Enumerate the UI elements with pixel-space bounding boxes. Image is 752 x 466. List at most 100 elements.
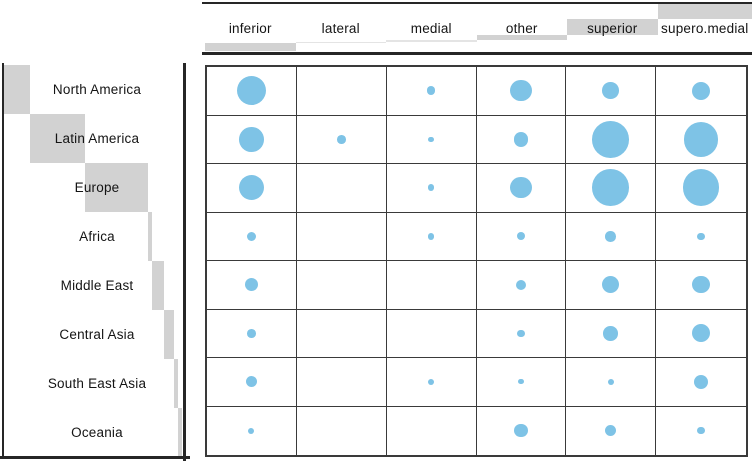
left-margin-outer-line [2, 63, 4, 459]
grid-cell-middle-east-inferior [207, 261, 297, 310]
column-header-supero-medial: supero.medial [661, 21, 749, 36]
bubble-north-america-other [510, 80, 532, 102]
grid-cell-latin-america-other [476, 115, 567, 164]
grid-cell-central-asia-inferior [207, 309, 297, 358]
row-header-north-america: North America [52, 82, 142, 97]
bubble-north-america-superior [602, 82, 620, 100]
row-header-central-asia: Central Asia [59, 327, 135, 342]
row-total-bar-africa [148, 212, 152, 261]
bubble-europe-superior [592, 169, 630, 207]
bubble-oceania-superior [605, 425, 617, 437]
row-header-oceania: Oceania [71, 425, 123, 440]
column-total-bar-other [476, 35, 567, 40]
grid-cell-africa-supero-medial [656, 213, 746, 261]
bubble-middle-east-inferior [244, 278, 259, 292]
grid-cell-latin-america-inferior [207, 115, 297, 164]
bubble-latin-america-superior [592, 120, 630, 158]
bubble-europe-inferior [238, 175, 265, 201]
bubble-south-east-asia-medial [428, 378, 435, 385]
grid-cell-europe-superior [566, 164, 657, 213]
bubble-africa-other [516, 232, 525, 241]
grid-cell-europe-medial [386, 164, 477, 213]
bubble-central-asia-other [517, 329, 525, 337]
grid-cell-north-america-superior [566, 67, 657, 116]
top-axis-line [202, 2, 752, 4]
grid-cell-oceania-medial [387, 406, 477, 455]
grid-cell-europe-supero-medial [656, 164, 746, 213]
column-header-other: other [505, 21, 538, 36]
grid-cell-middle-east-supero-medial [656, 261, 746, 310]
grid-cell-central-asia-other [476, 309, 567, 358]
grid-cell-north-america-supero-medial [656, 67, 746, 116]
column-total-bar-lateral [295, 42, 386, 43]
grid-cell-oceania-lateral [297, 406, 387, 455]
grid-cell-north-america-medial [386, 67, 477, 116]
bubble-south-east-asia-supero-medial [694, 374, 709, 389]
grid-cell-latin-america-medial [386, 115, 477, 164]
grid-cell-africa-inferior [207, 212, 297, 261]
grid-cell-oceania-other [477, 406, 567, 455]
column-total-bar-inferior [205, 43, 296, 51]
bubble-africa-superior [605, 230, 617, 242]
bubble-latin-america-inferior [239, 126, 264, 152]
grid-cell-latin-america-superior [566, 115, 657, 164]
row-header-latin-america: Latin America [54, 131, 140, 146]
bubble-central-asia-superior [603, 325, 619, 341]
grid-cell-africa-other [476, 212, 567, 261]
grid-cell-south-east-asia-other [476, 358, 567, 407]
column-header-lateral: lateral [321, 21, 360, 36]
grid-cell-middle-east-other [476, 261, 567, 310]
grid-cell-latin-america-lateral [296, 115, 387, 164]
bubble-grid [205, 65, 748, 457]
row-total-bar-europe [85, 163, 148, 212]
grid-cell-europe-other [476, 164, 567, 213]
row-total-bar-middle-east [152, 261, 164, 310]
bubble-central-asia-inferior [247, 328, 256, 338]
bubble-africa-supero-medial [697, 232, 705, 240]
column-total-bar-medial [386, 40, 477, 42]
bubble-latin-america-lateral [336, 134, 346, 144]
grid-cell-south-east-asia-superior [566, 358, 657, 407]
grid-cell-oceania-inferior [207, 406, 297, 455]
row-header-europe: Europe [74, 180, 120, 195]
grid-cell-south-east-asia-inferior [207, 358, 297, 407]
grid-cell-africa-superior [566, 212, 657, 261]
bubble-oceania-supero-medial [697, 427, 705, 435]
grid-cell-latin-america-supero-medial [656, 116, 746, 164]
bubble-latin-america-medial [428, 136, 434, 142]
bubble-north-america-supero-medial [692, 81, 711, 100]
column-total-bar-supero-medial [657, 3, 752, 19]
row-total-bar-central-asia [164, 310, 174, 359]
row-header-africa: Africa [79, 229, 115, 244]
grid-cell-europe-lateral [296, 164, 387, 213]
bubble-oceania-other [514, 424, 528, 438]
bubble-africa-inferior [246, 231, 257, 241]
bubble-latin-america-other [513, 131, 529, 147]
bubble-middle-east-other [515, 279, 526, 290]
grid-cell-middle-east-medial [386, 261, 477, 310]
left-margin-inner-line [183, 63, 186, 461]
grid-cell-north-america-lateral [296, 67, 387, 116]
row-total-bar-south-east-asia [174, 359, 178, 408]
grid-cell-middle-east-superior [566, 261, 657, 310]
bubble-central-asia-supero-medial [692, 324, 711, 343]
bubble-europe-other [510, 177, 532, 199]
grid-cell-south-east-asia-supero-medial [656, 358, 746, 407]
bubble-oceania-inferior [248, 427, 255, 434]
bubble-africa-medial [427, 232, 435, 240]
column-header-inferior: inferior [228, 21, 272, 36]
grid-cell-africa-lateral [296, 212, 387, 261]
column-total-bar-superior [567, 19, 658, 35]
row-total-bar-oceania [178, 408, 182, 457]
bubble-north-america-inferior [236, 76, 266, 106]
bubble-europe-medial [427, 184, 435, 192]
grid-cell-africa-medial [386, 212, 477, 261]
grid-cell-north-america-inferior [207, 67, 297, 116]
row-header-middle-east: Middle East [60, 278, 134, 293]
grid-cell-north-america-other [476, 67, 567, 116]
bubble-south-east-asia-other [518, 379, 524, 385]
bubble-north-america-medial [426, 86, 436, 96]
row-total-bar-latin-america [30, 114, 85, 163]
bubble-south-east-asia-superior [607, 378, 614, 385]
